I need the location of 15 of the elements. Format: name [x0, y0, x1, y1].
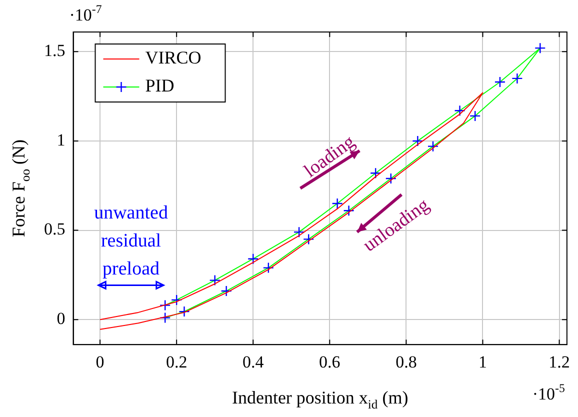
x-tick-label: 0.8	[396, 352, 417, 372]
x-tick-label: 0.4	[242, 352, 264, 372]
y-axis-title: Force Foo (N)	[8, 140, 33, 238]
x-tick-label: 0.2	[166, 352, 188, 372]
y-tick-label: 1	[56, 130, 66, 150]
y-tick-label: 0.5	[44, 220, 66, 239]
legend-label: VIRCO	[145, 48, 202, 68]
annotation: unwanted residual preload	[94, 202, 168, 280]
x-tick-label: 1	[478, 352, 487, 372]
x-tick-label: 0	[96, 352, 104, 372]
y-tick-label: 1.5	[44, 41, 66, 60]
x-tick-label: 1.2	[548, 352, 570, 372]
x-tick-label: 0.6	[319, 352, 340, 372]
legend-label: PID	[145, 76, 174, 96]
y-tick-label: 0	[56, 309, 66, 328]
